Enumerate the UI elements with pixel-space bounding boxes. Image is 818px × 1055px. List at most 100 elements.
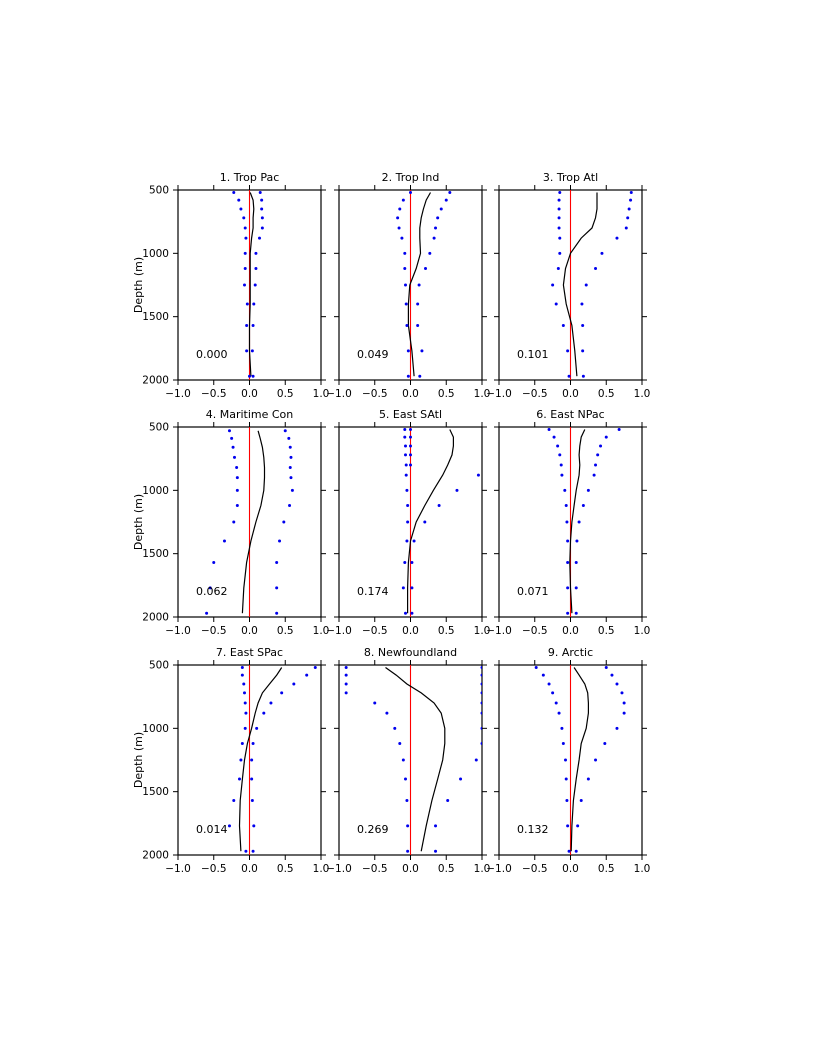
panel-8-lower-point (344, 673, 348, 677)
y-axis-label: Depth (m) (132, 494, 145, 550)
panel-6-lower-point (559, 463, 563, 467)
panel-2-upper-point (448, 191, 452, 195)
panel-8-lower-point (385, 711, 389, 715)
x-tick-label: −1.0 (165, 863, 191, 875)
panel-9-lower-point (541, 673, 545, 677)
panel-9-upper-point (604, 666, 608, 670)
panel-4-lower-point (235, 488, 239, 492)
y-tick-label: 2000 (142, 612, 169, 624)
panel-5-upper-point (409, 453, 412, 457)
panel-8-lower-point (406, 849, 410, 853)
panel-1-lower-point (244, 236, 248, 240)
panel-3-value-label: 0.101 (517, 348, 549, 361)
panel-4-upper-point (288, 504, 292, 508)
panel-4-upper-point (289, 455, 293, 459)
x-tick-label: 0.5 (598, 863, 615, 875)
panel-7-lower-point (244, 711, 248, 715)
panel-1-lower-point (245, 324, 249, 328)
x-tick-label: −0.5 (522, 863, 548, 875)
panel-5-upper-point (410, 586, 414, 590)
panel-1-title: 1. Trop Pac (220, 171, 280, 184)
panel-4-lower-point (235, 466, 239, 470)
panel-3-upper-point (581, 374, 585, 378)
panel-1: −1.0 −0.5 0.0 0.5 1.0 500 1000 1500 2000 Depth (m… (132, 171, 329, 400)
panel-4-lower-point (231, 445, 235, 449)
panel-3-lower-point (556, 267, 560, 271)
panel-2-upper-point (434, 226, 438, 230)
panel-9-profile-line (570, 667, 590, 852)
panel-2-title: 2. Trop Ind (382, 171, 440, 184)
panel-5-lower-point (406, 520, 410, 524)
panel-9-upper-point (610, 673, 614, 677)
x-tick-label: 0.0 (562, 625, 579, 637)
x-tick-label: 0.0 (241, 863, 258, 875)
x-tick-label: 1.0 (474, 625, 491, 637)
panel-6-lower-point (563, 488, 567, 492)
panel-9-upper-point (615, 726, 619, 730)
panel-6-lower-point (566, 561, 570, 565)
panel-6-lower-point (565, 520, 569, 524)
panel-2-lower-point (405, 324, 409, 328)
panel-1-upper-point (258, 236, 262, 240)
panel-1-lower-point (245, 349, 249, 353)
panel-5-upper-point (409, 463, 412, 467)
panel-2-upper-point (416, 302, 420, 306)
panel-9-lower-point (557, 711, 561, 715)
panel-5-upper-point (455, 488, 459, 492)
panel-4-profile-line (241, 430, 266, 614)
x-tick-label: 0.0 (562, 863, 579, 875)
panel-5-upper-point (437, 504, 441, 508)
panel-2-lower-point (403, 283, 407, 287)
x-tick-label: 0.5 (598, 388, 615, 400)
panel-7-upper-point (305, 673, 309, 677)
panel-7-lower-point (240, 673, 244, 677)
panel-4-value-label: 0.062 (196, 585, 228, 598)
x-tick-label: 0.0 (402, 863, 419, 875)
panel-4-upper-point (287, 436, 291, 440)
panel-7-upper-point (250, 758, 254, 762)
panel-6-upper-point (599, 444, 603, 448)
panel-2-upper-point (436, 216, 440, 220)
panel-7-lower-point (242, 691, 246, 695)
x-tick-label: −1.0 (165, 388, 191, 400)
panel-1-upper-point (260, 216, 264, 220)
panel-9-lower-point (563, 758, 567, 762)
panel-5-upper-point (410, 561, 414, 565)
panel-8-upper-point (474, 758, 478, 762)
y-tick-label: 500 (149, 185, 169, 197)
panel-1-upper-point (253, 283, 257, 287)
panel-7-lower-point (232, 799, 236, 803)
panel-8-upper-point (480, 673, 482, 677)
panel-3-upper-point (584, 283, 588, 287)
panel-4-data (205, 429, 294, 615)
x-tick-label: 0.5 (277, 625, 294, 637)
x-tick-label: −1.0 (165, 625, 191, 637)
panel-6-data (547, 428, 621, 615)
panel-7-lower-point (227, 824, 231, 828)
x-tick-label: −1.0 (486, 863, 512, 875)
panel-9-lower-point (561, 742, 565, 746)
panel-5-lower-point (401, 586, 405, 590)
panel-1-lower-point (239, 207, 243, 211)
panel-7-lower-point (237, 777, 241, 781)
panel-6-upper-point (617, 428, 621, 432)
panel-2-lower-point (403, 267, 407, 271)
panel-2-lower-point (409, 191, 412, 195)
panel-8-data (344, 666, 482, 853)
panel-1-lower-point (237, 198, 241, 202)
panel-3-upper-point (626, 216, 630, 220)
panel-1-lower-point (248, 374, 251, 378)
panel-9-lower-point (565, 799, 569, 803)
panel-5-upper-point (412, 539, 416, 543)
panel-8-profile-line (385, 667, 446, 852)
panel-2-upper-point (424, 267, 428, 271)
panel-7-data (227, 666, 317, 853)
x-tick-label: 1.0 (474, 388, 491, 400)
panel-3-upper-point (615, 236, 619, 240)
panel-6-lower-point (566, 611, 570, 615)
panel-1-upper-point (260, 198, 264, 202)
panel-5-upper-point (423, 520, 427, 524)
panel-3-upper-point (629, 198, 633, 202)
panel-6-upper-point (586, 488, 590, 492)
